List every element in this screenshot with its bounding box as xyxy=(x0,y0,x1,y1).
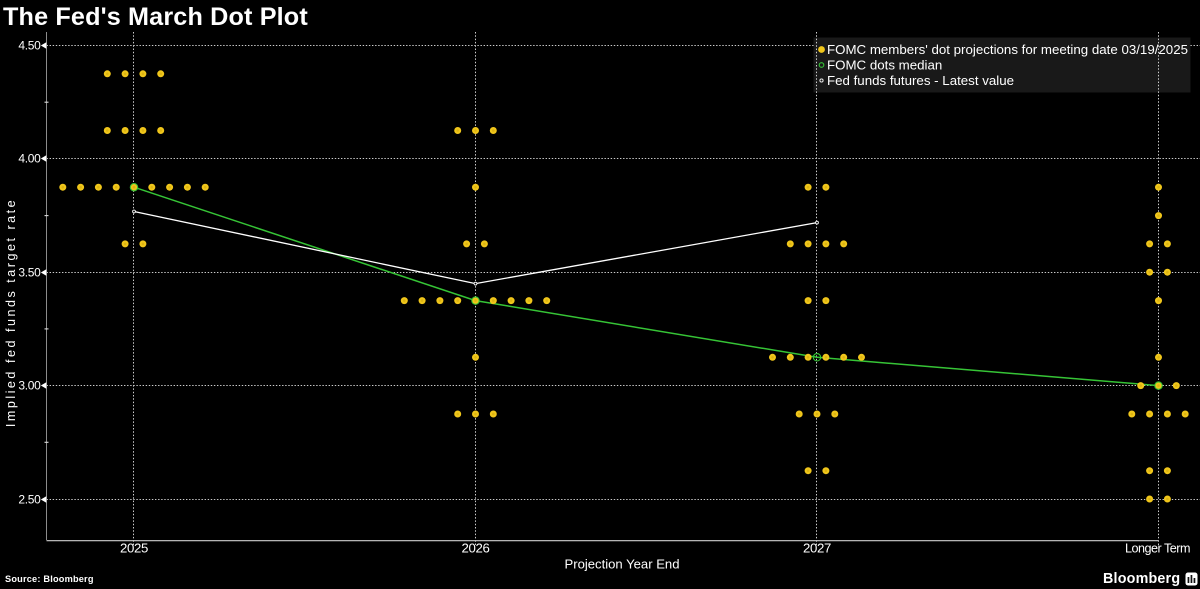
svg-text:Implied fed funds target rate: Implied fed funds target rate xyxy=(4,198,18,427)
svg-text:Fed funds futures - Latest val: Fed funds futures - Latest value xyxy=(827,73,1014,88)
svg-text:2.50: 2.50 xyxy=(18,493,41,507)
svg-text:4.50: 4.50 xyxy=(18,39,41,53)
svg-text:FOMC members' dot projections: FOMC members' dot projections for meetin… xyxy=(827,42,1188,57)
svg-text:Projection Year End: Projection Year End xyxy=(564,557,679,572)
svg-text:4.00: 4.00 xyxy=(18,152,41,166)
svg-text:2027: 2027 xyxy=(803,541,831,556)
svg-text:Longer Term: Longer Term xyxy=(1125,542,1190,556)
svg-text:2025: 2025 xyxy=(120,541,148,556)
svg-text:3.00: 3.00 xyxy=(18,379,41,393)
svg-text:2026: 2026 xyxy=(462,541,490,556)
svg-text:FOMC dots median: FOMC dots median xyxy=(827,58,942,73)
svg-text:3.50: 3.50 xyxy=(18,266,41,280)
